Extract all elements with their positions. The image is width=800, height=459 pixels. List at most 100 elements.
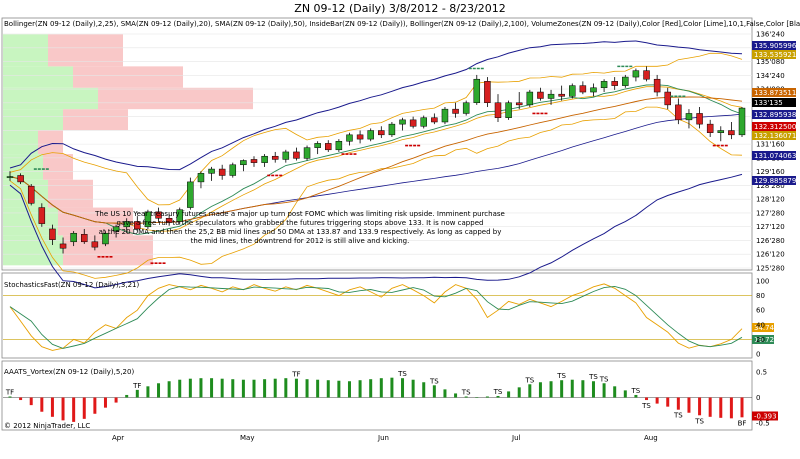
stoch-tick-label: 60 [756, 307, 765, 315]
vortex-marker: TS [641, 402, 651, 410]
x-label-may: May [240, 434, 254, 442]
candle-down [17, 175, 24, 183]
vortex-marker: TF [132, 382, 141, 390]
price-tick-label: 129'160 [756, 168, 785, 176]
stochastics-lines: 34.74 19.72 [3, 283, 775, 351]
candle-down [653, 78, 661, 93]
vortex-tick-label: 0.5 [756, 369, 767, 377]
stoch-tag-box [752, 323, 774, 332]
price-tag-label: 132.136071 [754, 132, 796, 140]
candle-down [325, 143, 332, 151]
annotation-line-2: gave a free run to the speculators who g… [117, 219, 484, 227]
candle-down [38, 207, 46, 224]
candle-up [187, 181, 194, 208]
volume-zone-red [48, 179, 93, 208]
price-tag-box [752, 122, 796, 131]
volume-zone-green [3, 34, 48, 67]
candle-down [431, 117, 438, 123]
insidebar-markers [33, 65, 729, 264]
vortex-marker: BF [738, 419, 747, 427]
vortex-marker: TS [673, 412, 683, 420]
vortex-marker: TF [5, 388, 14, 396]
vortex-tag-box [752, 411, 778, 421]
vortex-tick-label: 0 [756, 394, 760, 402]
copyright: © 2012 NinjaTrader, LLC [4, 422, 90, 430]
candle-down [579, 85, 587, 93]
sma-20 [9, 84, 743, 235]
price-tick-label: 128'120 [756, 196, 785, 204]
price-tag-box [752, 41, 796, 50]
candle-up [123, 221, 130, 228]
candle-up [632, 70, 640, 78]
stoch-tick-label: 80 [756, 292, 765, 300]
vortex-marker: TF [291, 371, 300, 379]
candle-down [537, 91, 544, 99]
volume-zone-green [3, 66, 73, 88]
vortex-marker: TS [429, 377, 439, 385]
price-tick-label: 126'120 [756, 251, 785, 259]
vortex-y-axis: 0.5 0 -0.5 [756, 369, 770, 428]
indicator-lines [9, 40, 743, 289]
bollinger-100-lower [9, 173, 743, 289]
candle-up [335, 140, 343, 151]
stoch-tag-box [752, 335, 774, 344]
bollinger-100-upper [9, 40, 743, 171]
price-tag-label: 132.312500 [754, 123, 796, 131]
candlesticks [6, 66, 746, 254]
candle-up [388, 123, 396, 136]
stoch-y-axis: 100 80 60 40 20 0 [756, 278, 769, 359]
volume-zone-green [3, 179, 48, 208]
stoch-tag-label: 19.72 [754, 336, 774, 344]
candle-up [590, 87, 597, 93]
price-tag-box [752, 176, 796, 185]
vortex-marker: TS [397, 370, 407, 378]
x-label-jul: Jul [511, 434, 521, 442]
candle-up [314, 143, 321, 148]
candle-up [569, 85, 576, 97]
x-label-aug: Aug [644, 434, 658, 442]
candle-down [706, 123, 714, 133]
candle-up [229, 164, 237, 176]
vortex-tick-label: -0.5 [756, 419, 770, 427]
x-axis: Apr May Jun Jul Aug [112, 434, 658, 442]
candle-up [197, 173, 205, 183]
candle-down [356, 134, 364, 140]
price-tag-label: 133'135 [754, 99, 783, 107]
candle-up [261, 155, 268, 163]
candle-down [91, 241, 99, 248]
candle-up [303, 147, 311, 159]
stoch-tick-label: 100 [756, 278, 769, 286]
x-label-apr: Apr [112, 434, 124, 442]
price-tag-box [752, 88, 796, 97]
candle-down [27, 185, 35, 204]
candle-down [494, 102, 502, 118]
candle-down [165, 218, 173, 223]
candle-down [675, 104, 682, 121]
candle-up [441, 108, 449, 123]
candle-up [367, 130, 374, 140]
x-label-jun: Jun [377, 434, 389, 442]
chart-title: ZN 09-12 (Daily) 3/8/2012 - 8/23/2012 [294, 2, 505, 15]
candle-down [218, 168, 226, 176]
candle-down [409, 119, 417, 127]
candle-up [176, 209, 183, 222]
price-tag-box [752, 50, 796, 59]
candle-down [558, 93, 565, 97]
candle-up [622, 76, 629, 86]
candle-up [144, 211, 152, 228]
annotation-line-4: the mid lines, the downtrend for 2012 is… [191, 237, 410, 245]
candle-up [462, 102, 470, 114]
candle-up [6, 176, 14, 178]
candle-up [717, 130, 725, 133]
stoch-d-line [9, 285, 743, 349]
price-tick-label: 134'240 [756, 72, 785, 80]
candle-down [378, 130, 385, 136]
stoch-panel-frame [1, 272, 753, 359]
price-tick-label: 131'160 [756, 141, 785, 149]
sma-50 [9, 96, 743, 224]
candle-down [81, 234, 88, 243]
volume-zone-red [73, 66, 183, 88]
candle-up [685, 113, 693, 121]
